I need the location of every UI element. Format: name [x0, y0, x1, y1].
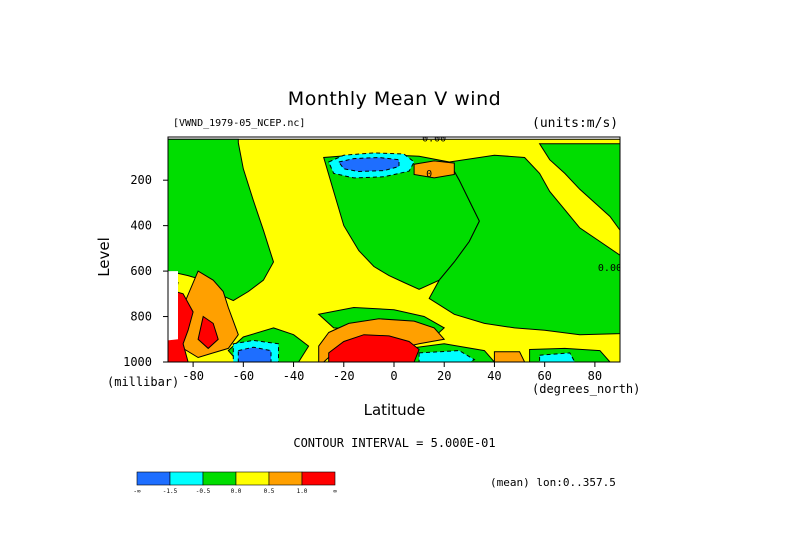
- colorbar-swatch: [235, 471, 270, 486]
- colorbar-swatch: [268, 471, 303, 486]
- x-tick-label: 60: [537, 369, 551, 383]
- y-tick-label: 200: [130, 173, 152, 187]
- missing-data-patch: [168, 271, 178, 341]
- contour-region: [328, 334, 420, 362]
- x-tick-label: -20: [333, 369, 355, 383]
- colorbar-label: 0.0: [231, 488, 242, 495]
- colorbar-swatch: [301, 471, 336, 486]
- contour-interval-text: CONTOUR INTERVAL = 5.000E-01: [293, 436, 496, 450]
- dataset-tag: [VWND_1979-05_NCEP.nc]: [173, 118, 306, 129]
- contour-region: [197, 315, 219, 350]
- units-label: (units:m/s): [532, 116, 619, 131]
- x-tick-label: -40: [283, 369, 305, 383]
- x-tick-label: 20: [437, 369, 451, 383]
- y-tick-label: 800: [130, 310, 152, 324]
- mean-longitude-note: (mean) lon:0..357.5: [490, 476, 616, 489]
- contour-field: 0.00 0 0.00: [168, 134, 622, 362]
- contour-label: 0: [426, 169, 432, 180]
- y-tick-label: 600: [130, 264, 152, 278]
- contour-label: 0.00: [422, 134, 446, 145]
- contour-region: [168, 138, 275, 302]
- chart-title: Monthly Mean V wind: [287, 88, 502, 110]
- x-tick-label: 80: [588, 369, 602, 383]
- colorbar-label: 1.0: [297, 488, 308, 495]
- colorbar: -∞ -1.5 -0.5 0.0 0.5 1.0 ∞: [133, 471, 337, 495]
- x-tick-label: -60: [232, 369, 254, 383]
- contour-region: [538, 143, 620, 232]
- y-tick-label: 1000: [123, 355, 152, 369]
- x-tick-label: 40: [487, 369, 501, 383]
- colorbar-label: -1.5: [163, 488, 178, 495]
- contour-region: [418, 350, 476, 362]
- axes: -80 -60 -40 -20 0 20 40 60 80 200 400 600 800 1000: [123, 173, 602, 383]
- x-axis-label: Latitude: [363, 401, 426, 419]
- y-axis-units: (millibar): [107, 375, 180, 389]
- colorbar-swatch: [136, 471, 171, 486]
- x-axis-units: (degrees_north): [532, 382, 641, 396]
- contour-region: [539, 352, 576, 362]
- y-tick-label: 400: [130, 219, 152, 233]
- contour-region: [413, 160, 455, 179]
- contour-region: [493, 351, 526, 362]
- contour-region: [428, 154, 620, 336]
- x-tick-label: 0: [390, 369, 397, 383]
- colorbar-label: -∞: [133, 488, 141, 495]
- colorbar-swatch: [202, 471, 237, 486]
- colorbar-swatch: [169, 471, 204, 486]
- contour-label: 0.00: [598, 263, 622, 274]
- contour-region: [337, 156, 400, 173]
- contour-region: [237, 346, 272, 362]
- x-tick-label: -80: [182, 369, 204, 383]
- colorbar-label: 0.5: [264, 488, 275, 495]
- colorbar-label: -0.5: [196, 488, 211, 495]
- colorbar-label: ∞: [333, 488, 337, 495]
